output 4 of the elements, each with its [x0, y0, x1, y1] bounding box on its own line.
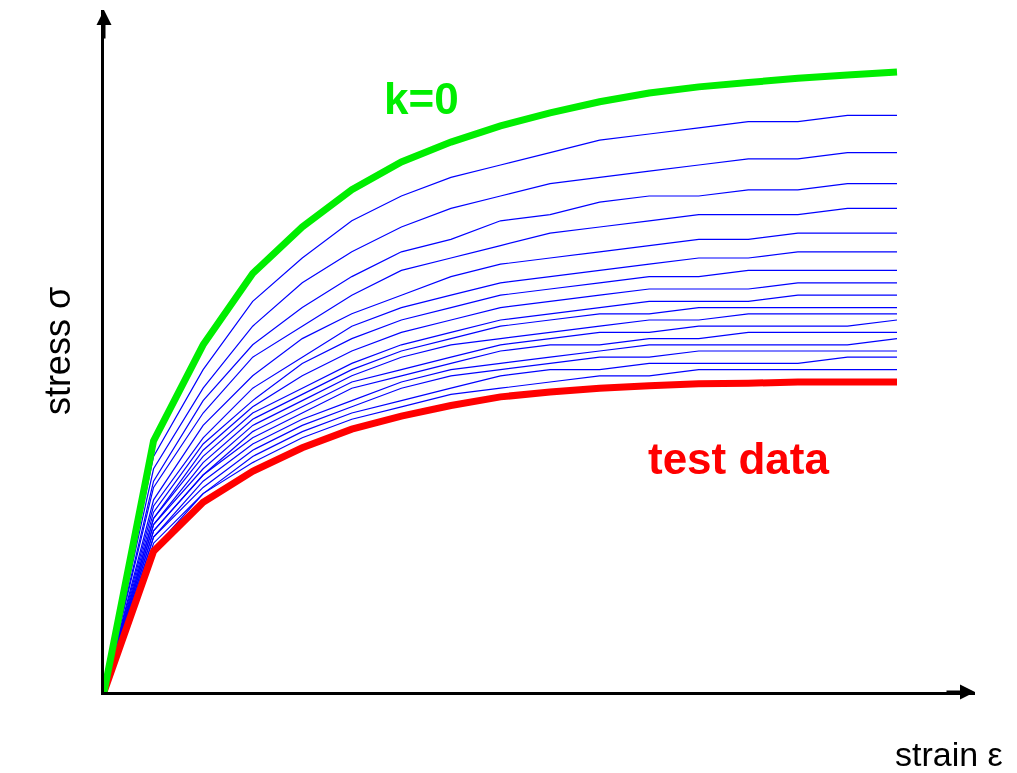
- series-label: test data: [648, 434, 830, 483]
- series-label: k=0: [384, 74, 459, 123]
- y-axis-title: stress σ: [36, 286, 78, 416]
- x-axis-title: strain ε: [895, 735, 1003, 773]
